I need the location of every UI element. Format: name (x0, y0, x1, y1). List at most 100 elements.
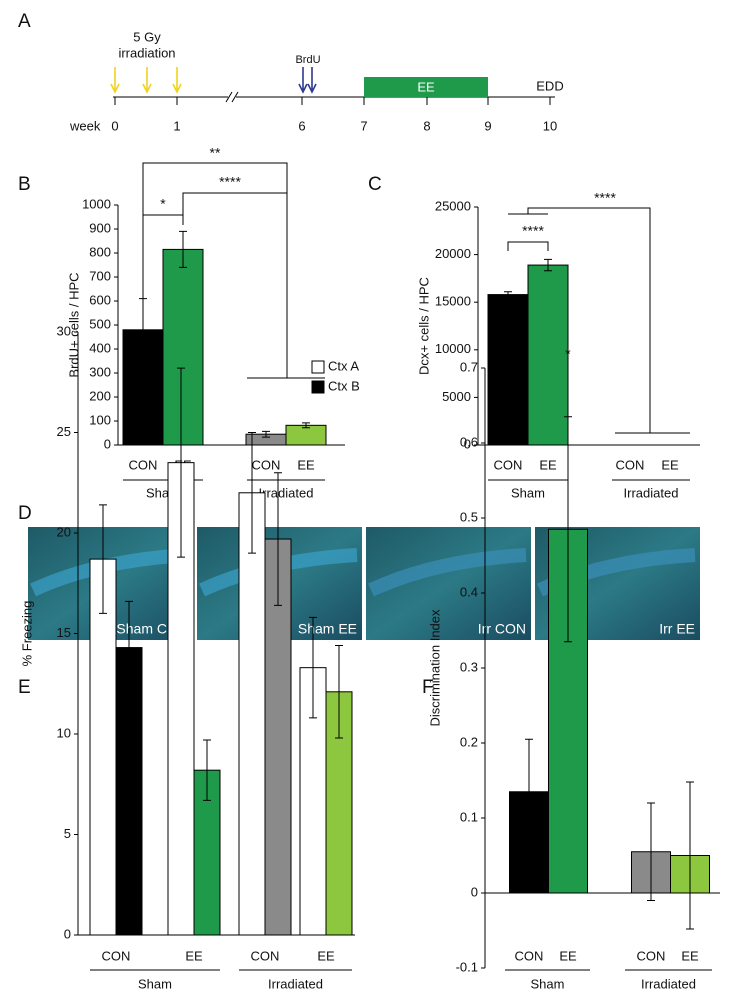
error-bar (179, 230, 187, 268)
y-tick-label: 0.5 (460, 509, 478, 524)
x-tick-label: CON (637, 948, 666, 963)
image-label: Sham EE (298, 621, 357, 637)
bar (238, 492, 266, 936)
significance-bracket (508, 207, 690, 434)
x-tick-label: CON (102, 948, 131, 963)
y-axis-label: % Freezing (19, 601, 34, 667)
significance-bracket (142, 162, 288, 445)
error-bar (177, 367, 185, 558)
axis-break (225, 91, 239, 103)
y-tick-label: 700 (89, 268, 111, 283)
y-tick-label: 0 (64, 926, 71, 941)
x-tick-label: CON (616, 457, 645, 472)
error-bar (525, 738, 533, 845)
irradiation-label: 5 Gy (133, 29, 161, 44)
week-number: 1 (173, 118, 180, 133)
bar (89, 558, 117, 936)
bar (527, 264, 569, 446)
y-tick-label: 0.6 (460, 434, 478, 449)
y-tick-label: 20 (57, 524, 71, 539)
y-tick-label: 15000 (435, 294, 471, 309)
bar (162, 248, 204, 446)
y-tick-label: 0.4 (460, 584, 478, 599)
x-tick-label: EE (297, 457, 315, 472)
x-tick-label: EE (317, 948, 335, 963)
panel-label: E (18, 677, 31, 698)
image-label: Irr EE (659, 621, 695, 637)
x-tick-label: CON (252, 457, 281, 472)
irradiation-arrow (110, 67, 120, 94)
panel-label: A (18, 11, 31, 32)
panel-label: B (18, 174, 31, 195)
group-label: Irradiated (624, 485, 679, 500)
group-label: Irradiated (641, 976, 696, 991)
y-tick-label: 10000 (435, 341, 471, 356)
y-tick-label: 400 (89, 340, 111, 355)
irradiation-arrow (142, 67, 152, 94)
error-bar (274, 472, 282, 606)
error-bar (335, 645, 343, 739)
error-bar (248, 432, 256, 554)
significance-label: * (565, 346, 571, 362)
y-tick-label: 0.1 (460, 809, 478, 824)
y-tick-label: 5000 (442, 389, 471, 404)
y-tick-label: 900 (89, 220, 111, 235)
y-tick-label: 15 (57, 625, 71, 640)
panel-label: F (422, 677, 434, 698)
y-tick-label: 0 (104, 436, 111, 451)
significance-label: **** (219, 174, 241, 190)
group-label: Sham (511, 485, 545, 500)
y-tick-label: 25000 (435, 198, 471, 213)
significance-label: **** (522, 223, 544, 239)
x-tick-label: EE (559, 948, 577, 963)
week-number: 9 (484, 118, 491, 133)
significance-bracket (142, 214, 184, 225)
error-bar (203, 739, 211, 801)
cell-layer (368, 548, 527, 597)
y-tick-label: 30 (57, 323, 71, 338)
panel-label: D (18, 503, 32, 524)
error-bar (647, 802, 655, 901)
legend-label: Ctx B (328, 378, 360, 393)
error-bar (504, 291, 512, 298)
y-tick-label: 800 (89, 244, 111, 259)
x-tick-label: CON (129, 457, 158, 472)
y-tick-label: 25 (57, 424, 71, 439)
group-label: Irradiated (259, 485, 314, 500)
y-tick-label: 0 (471, 884, 478, 899)
irradiation-label: irradiation (118, 45, 175, 60)
ee-label: EE (417, 79, 435, 94)
significance-label: ** (210, 145, 221, 161)
y-tick-label: 0 (464, 436, 471, 451)
error-bar (544, 258, 552, 272)
x-tick-label: CON (251, 948, 280, 963)
x-tick-label: EE (681, 948, 699, 963)
irradiation-arrow (172, 67, 182, 94)
significance-label: **** (594, 190, 616, 206)
ee-box (364, 77, 488, 97)
y-tick-label: 0.3 (460, 659, 478, 674)
edd-label: EDD (536, 78, 563, 93)
x-tick-label: CON (494, 457, 523, 472)
y-tick-label: 300 (89, 364, 111, 379)
significance-bracket (507, 241, 549, 251)
significance-bracket (182, 192, 287, 225)
week-number: 0 (111, 118, 118, 133)
y-tick-label: 0.7 (460, 359, 478, 374)
bar (115, 647, 143, 936)
error-bar (686, 781, 694, 930)
error-bar (99, 504, 107, 614)
y-tick-label: 20000 (435, 246, 471, 261)
y-tick-label: 10 (57, 725, 71, 740)
error-bar (309, 616, 317, 719)
legend-label: Ctx A (328, 358, 359, 373)
brdu-arrow (298, 67, 308, 94)
week-number: 10 (543, 118, 557, 133)
bar (285, 424, 327, 446)
x-tick-label: EE (661, 457, 679, 472)
error-bar (125, 600, 133, 695)
error-bar (262, 430, 270, 438)
x-tick-label: CON (515, 948, 544, 963)
